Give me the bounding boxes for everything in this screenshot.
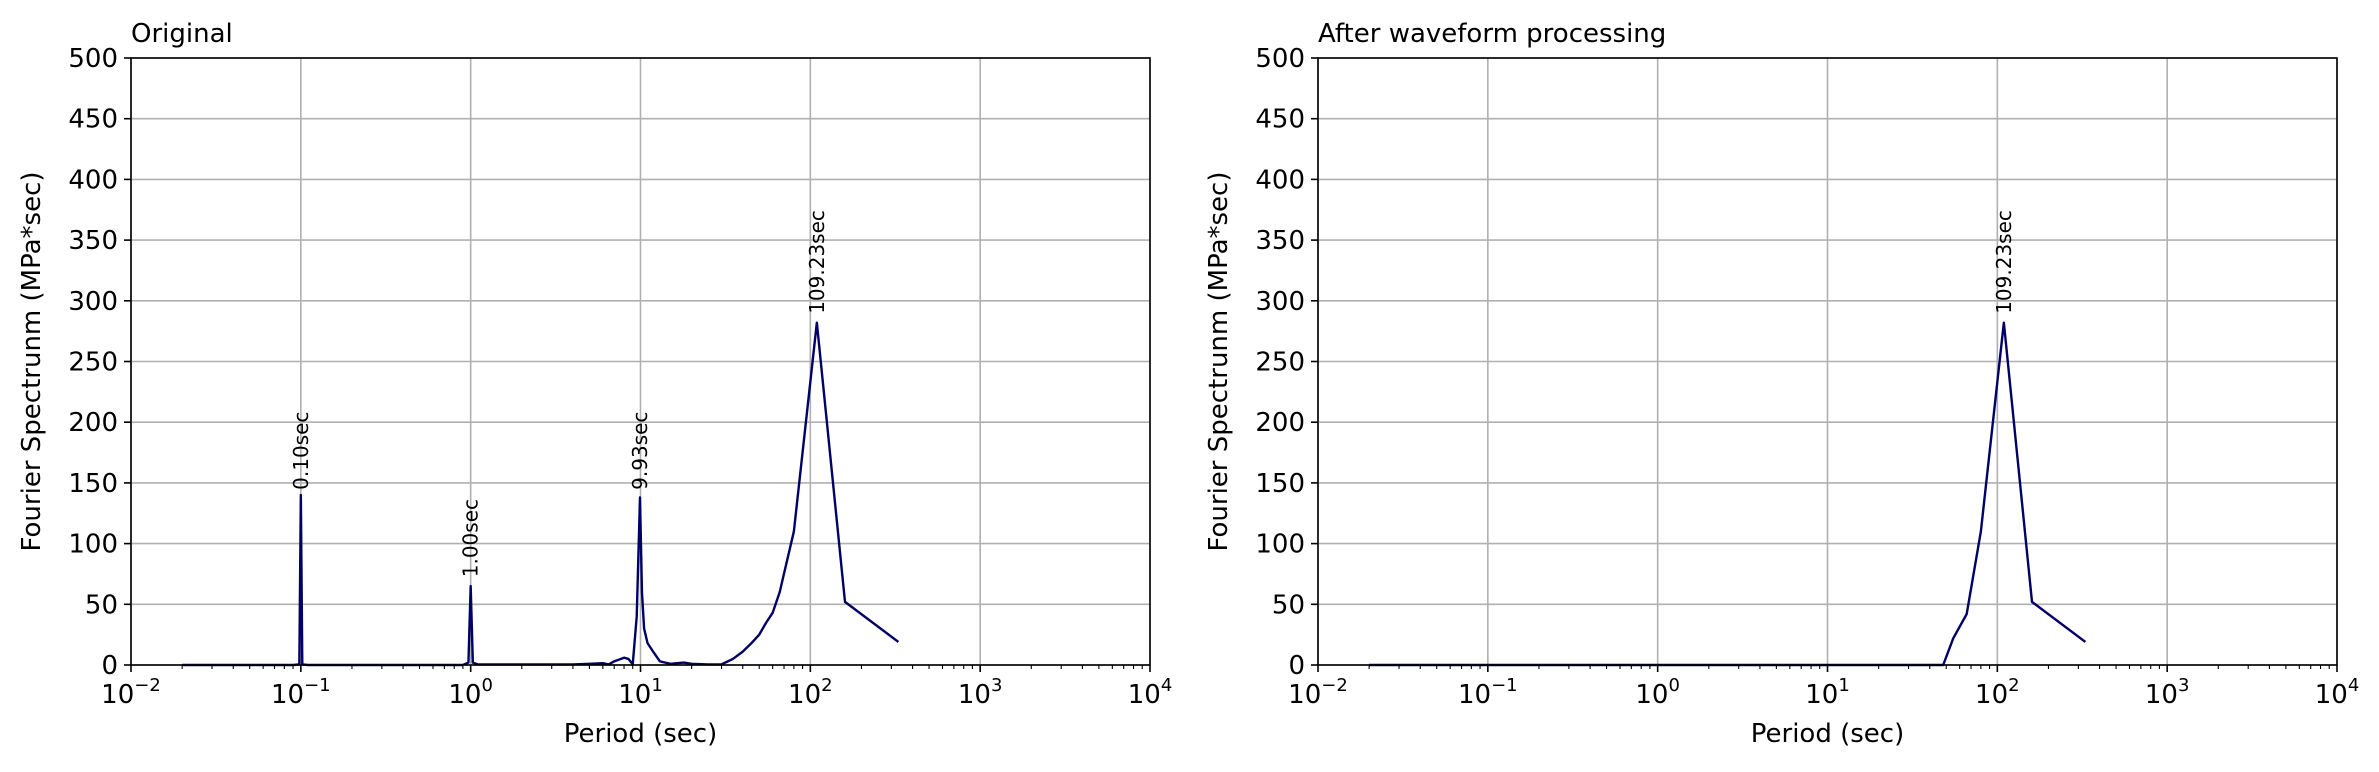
x-tick-label: 10−2 — [101, 675, 161, 710]
x-tick-label: 104 — [1128, 675, 1173, 710]
panel-title: Original — [131, 19, 233, 49]
y-tick-label: 450 — [1255, 105, 1305, 135]
y-tick-label: 350 — [1255, 226, 1305, 256]
y-tick-label: 200 — [68, 408, 118, 438]
x-axis-label: Period (sec) — [564, 719, 717, 749]
y-tick-label: 150 — [1255, 469, 1305, 499]
peak-annotation: 109.23sec — [1992, 210, 2016, 314]
y-tick-label: 400 — [68, 165, 118, 195]
y-tick-label: 200 — [1255, 408, 1305, 438]
x-tick-label: 103 — [2145, 675, 2190, 710]
y-tick-label: 350 — [68, 226, 118, 256]
spectrum-line — [1369, 321, 2087, 667]
y-tick-label: 250 — [1255, 348, 1305, 378]
y-tick-label: 400 — [1255, 165, 1305, 195]
y-tick-label: 250 — [68, 348, 118, 378]
peak-annotation: 9.93sec — [628, 412, 652, 490]
x-tick-label: 10−1 — [271, 675, 331, 710]
y-tick-label: 300 — [1255, 287, 1305, 317]
x-tick-label: 103 — [958, 675, 1003, 710]
y-tick-label: 150 — [68, 469, 118, 499]
y-tick-label: 450 — [68, 105, 118, 135]
y-axis-label: Fourier Spectrunm (MPa*sec) — [1204, 171, 1234, 551]
x-tick-label: 10−1 — [1458, 675, 1518, 710]
y-tick-label: 300 — [68, 287, 118, 317]
spectrum-line — [182, 321, 900, 667]
y-tick-label: 500 — [1255, 44, 1305, 74]
peak-annotation: 0.10sec — [289, 412, 313, 490]
x-tick-label: 102 — [1975, 675, 2020, 710]
y-tick-label: 100 — [1255, 530, 1305, 560]
y-tick-label: 500 — [68, 44, 118, 74]
y-tick-label: 50 — [1272, 590, 1305, 620]
x-tick-label: 10−2 — [1288, 675, 1348, 710]
panel-original: 10−2 10−1 100 101 102 103 104 0 50 100 150 200 250 30… — [17, 19, 1172, 749]
x-tick-label: 100 — [1635, 675, 1680, 710]
y-axis-label: Fourier Spectrunm (MPa*sec) — [17, 171, 47, 551]
x-tick-label: 104 — [2315, 675, 2360, 710]
panel-title: After waveform processing — [1318, 19, 1666, 49]
y-tick-label: 50 — [85, 590, 118, 620]
y-tick-label: 100 — [68, 530, 118, 560]
x-tick-label: 101 — [618, 675, 663, 710]
x-tick-label: 102 — [788, 675, 833, 710]
y-tick-label: 0 — [101, 651, 118, 681]
peak-annotation: 1.00sec — [459, 499, 483, 577]
x-axis-label: Period (sec) — [1751, 719, 1904, 749]
x-tick-label: 100 — [448, 675, 493, 710]
y-tick-label: 0 — [1288, 651, 1305, 681]
panel-after-processing: 10−2 10−1 100 101 102 103 104 0 50 100 150 200 250 30… — [1204, 19, 2359, 749]
peak-annotation: 109.23sec — [805, 210, 829, 314]
x-tick-label: 101 — [1805, 675, 1850, 710]
